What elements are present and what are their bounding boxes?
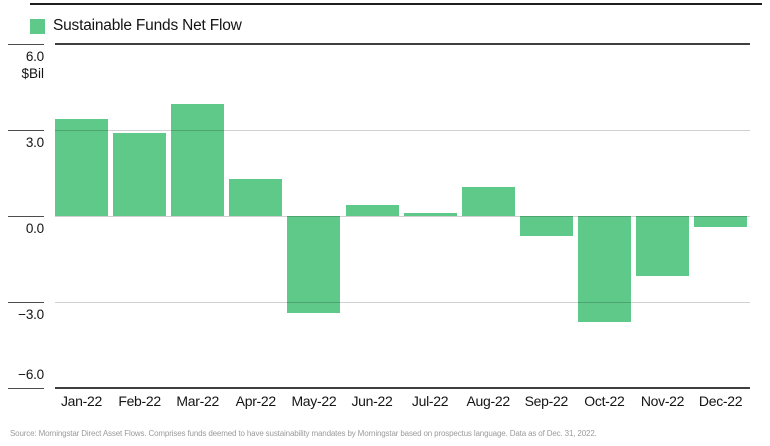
y-tick-label-6.0: 6.0: [25, 49, 44, 64]
gridline-3.0: [55, 129, 750, 131]
x-label-oct-22: Oct-22: [584, 393, 625, 409]
y-axis-tick-−3.0: [8, 301, 44, 303]
bar-sep-22: [519, 216, 573, 237]
legend-label: Sustainable Funds Net Flow: [53, 17, 242, 34]
source-note: Source: Morningstar Direct Asset Flows. …: [10, 429, 597, 438]
y-axis-tick-−6.0: [8, 387, 44, 389]
x-label-dec-22: Dec-22: [698, 393, 743, 409]
y-axis-tick-6.0: [8, 43, 44, 45]
top-border-rule: [30, 3, 762, 5]
y-axis-unit-label: $Bil: [21, 66, 44, 81]
y-axis-tick-3.0: [8, 129, 44, 131]
x-label-sep-22: Sep-22: [524, 393, 569, 409]
x-label-nov-22: Nov-22: [640, 393, 685, 409]
x-label-apr-22: Apr-22: [235, 393, 277, 409]
x-label-may-22: May-22: [291, 393, 337, 409]
bar-jul-22: [403, 213, 457, 216]
bar-nov-22: [636, 216, 689, 277]
x-label-jul-22: Jul-22: [411, 393, 449, 409]
bar-mar-22: [171, 104, 225, 216]
bar-may-22: [287, 216, 341, 314]
gridline-6.0: [55, 43, 750, 45]
y-tick-label-0.0: 0.0: [25, 221, 44, 236]
bar-feb-22: [113, 132, 167, 216]
legend-swatch-icon: [30, 18, 45, 34]
y-tick-label-−6.0: −6.0: [18, 367, 44, 382]
x-label-aug-22: Aug-22: [466, 393, 511, 409]
gridline-0.0: [55, 215, 750, 217]
x-label-jun-22: Jun-22: [351, 393, 393, 409]
bar-jun-22: [345, 204, 399, 216]
bar-dec-22: [694, 216, 748, 228]
gridline-−3.0: [55, 301, 750, 303]
x-label-jan-22: Jan-22: [60, 393, 102, 409]
bar-apr-22: [229, 178, 283, 216]
y-tick-label-−3.0: −3.0: [18, 307, 44, 322]
bar-jan-22: [55, 118, 108, 216]
x-label-feb-22: Feb-22: [118, 393, 161, 409]
gridline-−6.0: [55, 387, 750, 389]
y-axis-tick-0.0: [8, 215, 44, 217]
legend: Sustainable Funds Net Flow: [30, 17, 242, 35]
bar-aug-22: [461, 187, 515, 216]
bar-oct-22: [577, 216, 631, 323]
y-tick-label-3.0: 3.0: [25, 135, 44, 150]
x-label-mar-22: Mar-22: [176, 393, 219, 409]
